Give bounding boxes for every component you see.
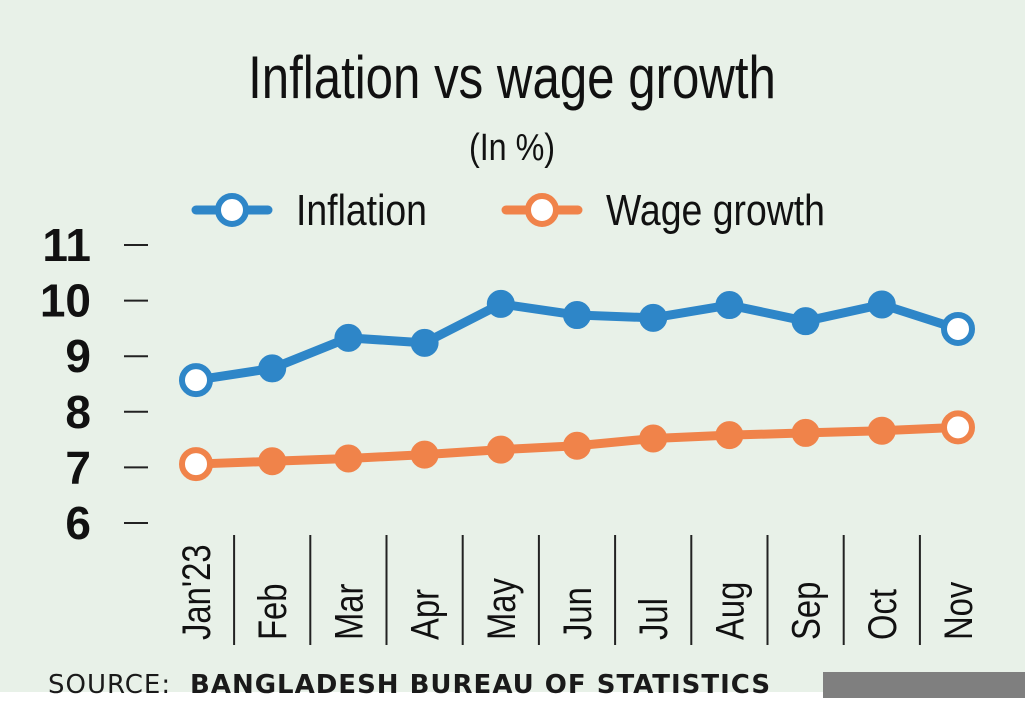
source-prefix: SOURCE: xyxy=(48,670,172,700)
x-tick-label: Sep xyxy=(784,582,829,640)
y-tick-label: 6 xyxy=(65,497,91,549)
inflation-point xyxy=(715,291,744,320)
x-tick-label: Feb xyxy=(250,583,295,640)
x-tick-label: Jun xyxy=(555,587,600,640)
x-tick-label: Aug xyxy=(707,582,752,640)
inflation-point xyxy=(867,290,896,319)
wage-growth-point xyxy=(941,410,975,445)
inflation-point xyxy=(486,289,515,318)
chart-subtitle: (In %) xyxy=(469,127,555,169)
wage-growth-point xyxy=(639,424,668,453)
legend-wage-growth-label: Wage growth xyxy=(606,185,825,235)
wage-growth-point xyxy=(410,440,439,469)
wage-growth-point xyxy=(258,447,287,476)
wage-growth-point xyxy=(715,421,744,450)
x-tick-label: Nov xyxy=(936,581,981,640)
inflation-point xyxy=(334,323,363,352)
y-tick-label: 9 xyxy=(65,330,91,382)
y-tick-label: 11 xyxy=(42,219,91,271)
y-tick-label: 10 xyxy=(40,275,91,327)
source-name: BANGLADESH BUREAU OF STATISTICS xyxy=(190,670,772,700)
inflation-point xyxy=(179,363,213,398)
x-tick-label: Mar xyxy=(326,584,371,640)
wage-growth-point xyxy=(334,444,363,473)
inflation-point xyxy=(941,311,975,346)
inflation-point xyxy=(258,354,287,383)
wage-growth-point xyxy=(563,431,591,460)
inflation-point xyxy=(639,303,668,332)
line-chart: Inflation vs wage growth (In %) Inflatio… xyxy=(40,43,981,645)
inflation-point xyxy=(563,301,591,330)
y-tick-label: 7 xyxy=(65,441,91,493)
source-footer: SOURCE: BANGLADESH BUREAU OF STATISTICS xyxy=(0,664,1025,704)
x-tick-label: Apr xyxy=(403,589,448,640)
wage-growth-point xyxy=(791,418,820,447)
legend-wage-growth-marker xyxy=(525,193,559,227)
wage-growth-point xyxy=(867,416,896,445)
x-tick-label: Jan'23 xyxy=(174,544,219,640)
y-tick-label: 8 xyxy=(65,386,91,438)
legend-inflation-label: Inflation xyxy=(296,185,427,235)
wage-growth-point xyxy=(486,435,515,464)
inflation-point xyxy=(791,307,820,336)
x-axis: Jan'23 Feb Mar Apr May Jun Jul Aug Sep Oct Nov xyxy=(174,535,981,645)
series-points xyxy=(179,289,975,482)
x-tick-label: Jul xyxy=(631,598,676,640)
wage-growth-point xyxy=(179,447,213,482)
legend-inflation-marker xyxy=(215,193,249,227)
x-tick-label: Oct xyxy=(860,589,905,640)
chart-title: Inflation vs wage growth xyxy=(248,43,776,111)
x-tick-label: May xyxy=(479,577,524,640)
footer-bar xyxy=(823,672,1025,698)
inflation-point xyxy=(410,328,439,357)
legend: Inflation Wage growth xyxy=(191,185,825,235)
